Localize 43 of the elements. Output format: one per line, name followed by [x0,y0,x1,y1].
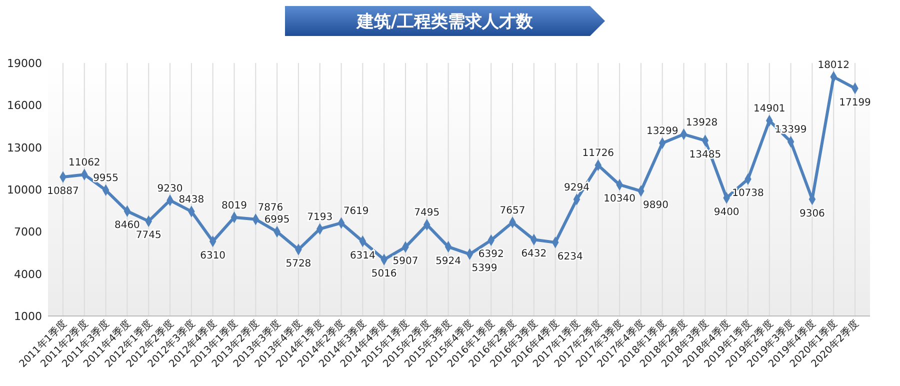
y-tick-label: 1000 [14,310,42,323]
data-label: 8460 [114,220,140,232]
y-tick-label: 4000 [14,268,42,281]
y-tick-label: 19000 [7,57,42,70]
data-label: 10887 [47,186,79,198]
data-label: 7619 [343,206,369,217]
data-label: 7745 [136,230,162,242]
data-label: 6432 [521,248,547,260]
data-label: 11062 [68,158,100,169]
y-tick-label: 7000 [14,226,42,239]
data-label: 13299 [646,126,678,138]
data-label: 5399 [472,263,498,274]
data-label: 17199 [839,97,871,108]
data-label: 9230 [157,183,183,194]
chart-title: 建筑/工程类需求人才数 [354,12,534,32]
data-label: 6234 [557,251,583,262]
data-label: 18012 [818,60,850,71]
data-label: 6392 [478,249,504,260]
data-label: 7657 [500,205,526,216]
data-label: 9890 [643,200,668,212]
data-label: 10340 [604,194,636,205]
data-label: 8019 [222,200,247,212]
data-label: 6310 [200,250,226,262]
data-label: 9306 [799,208,825,220]
data-label: 10738 [732,188,764,200]
data-label: 5907 [392,256,418,268]
data-label: 7876 [258,202,284,214]
data-label: 9955 [93,173,119,184]
data-label: 5728 [286,258,312,270]
data-label: 9400 [714,206,740,218]
data-label: 14901 [753,104,786,115]
y-tick-label: 10000 [7,184,42,196]
y-tick-label: 13000 [7,141,42,154]
data-label: 6995 [264,214,290,226]
data-label: 6314 [350,250,376,262]
y-tick-label: 16000 [7,99,42,112]
data-label: 7193 [307,212,333,223]
data-label: 7495 [414,208,440,219]
data-label: 5924 [436,256,462,267]
data-label: 8438 [178,194,204,206]
data-label: 11726 [582,148,614,160]
data-label: 5016 [371,268,397,280]
data-label: 13928 [686,117,718,128]
